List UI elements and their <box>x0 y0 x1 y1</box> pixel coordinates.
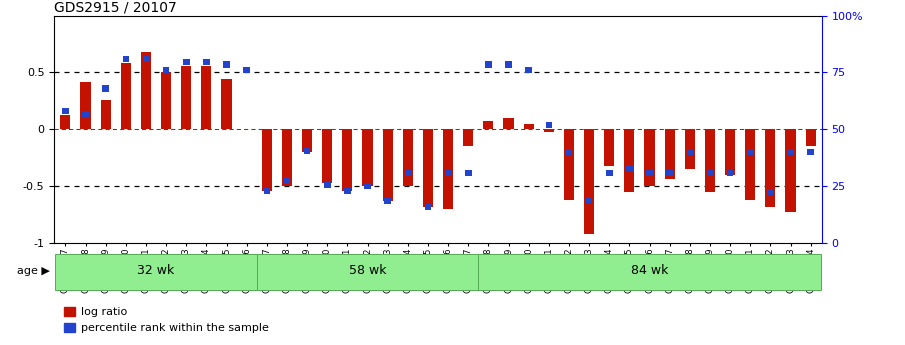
Text: age ▶: age ▶ <box>17 266 50 276</box>
Legend: log ratio, percentile rank within the sample: log ratio, percentile rank within the sa… <box>60 302 273 338</box>
Bar <box>605 129 614 166</box>
Bar <box>122 56 129 62</box>
Bar <box>727 169 733 176</box>
Bar <box>302 129 312 152</box>
Bar <box>342 129 352 191</box>
Bar <box>566 149 572 155</box>
Bar <box>62 108 69 114</box>
Bar <box>81 81 91 129</box>
Text: 84 wk: 84 wk <box>631 264 668 277</box>
Bar <box>787 149 794 155</box>
Bar <box>586 197 593 203</box>
Bar <box>786 129 795 213</box>
Bar <box>120 63 131 129</box>
Bar <box>584 129 594 234</box>
Bar <box>443 129 453 209</box>
Bar <box>364 183 371 189</box>
Bar <box>224 61 230 68</box>
Bar <box>243 67 250 73</box>
Bar <box>479 254 821 289</box>
Text: 58 wk: 58 wk <box>348 264 386 277</box>
Bar <box>163 67 169 73</box>
Bar <box>55 254 257 289</box>
Bar <box>403 129 413 186</box>
Bar <box>282 129 292 186</box>
Bar <box>564 129 574 200</box>
Bar <box>485 61 491 68</box>
Bar <box>344 188 350 194</box>
Bar <box>546 122 552 128</box>
Bar <box>666 169 673 176</box>
Bar <box>324 182 330 188</box>
Bar <box>102 85 109 91</box>
Bar <box>161 72 171 129</box>
Bar <box>405 169 411 176</box>
Bar <box>766 129 776 207</box>
Bar <box>183 59 189 65</box>
Bar <box>664 129 675 179</box>
Bar <box>322 129 332 183</box>
Bar <box>725 129 735 175</box>
Bar <box>257 254 479 289</box>
Text: GDS2915 / 20107: GDS2915 / 20107 <box>54 0 177 14</box>
Text: 32 wk: 32 wk <box>138 264 175 277</box>
Bar <box>82 111 89 118</box>
Bar <box>524 124 534 129</box>
Bar <box>544 129 554 132</box>
Bar <box>385 198 391 204</box>
Bar <box>807 149 814 155</box>
Bar <box>304 148 310 154</box>
Bar <box>505 61 512 68</box>
Bar <box>423 129 433 207</box>
Bar <box>767 189 774 195</box>
Bar <box>181 66 191 129</box>
Bar <box>465 169 472 176</box>
Bar <box>705 129 715 192</box>
Bar <box>263 188 270 194</box>
Bar <box>100 100 110 129</box>
Bar <box>201 66 212 129</box>
Bar <box>141 52 151 129</box>
Bar <box>363 129 373 186</box>
Bar <box>606 169 613 176</box>
Bar <box>526 67 532 73</box>
Bar <box>445 169 452 176</box>
Bar <box>463 129 473 146</box>
Bar <box>503 118 513 129</box>
Bar <box>747 149 754 155</box>
Bar <box>745 129 756 200</box>
Bar <box>646 169 653 176</box>
Bar <box>805 129 815 146</box>
Bar <box>262 129 271 191</box>
Bar <box>61 115 71 129</box>
Bar <box>624 129 634 192</box>
Bar <box>424 204 431 210</box>
Bar <box>626 165 633 171</box>
Bar <box>685 129 695 169</box>
Bar <box>687 149 693 155</box>
Bar <box>483 121 493 129</box>
Bar <box>203 59 210 65</box>
Bar <box>143 56 149 62</box>
Bar <box>383 129 393 201</box>
Bar <box>707 169 713 176</box>
Bar <box>222 79 232 129</box>
Bar <box>644 129 654 186</box>
Bar <box>283 177 291 184</box>
